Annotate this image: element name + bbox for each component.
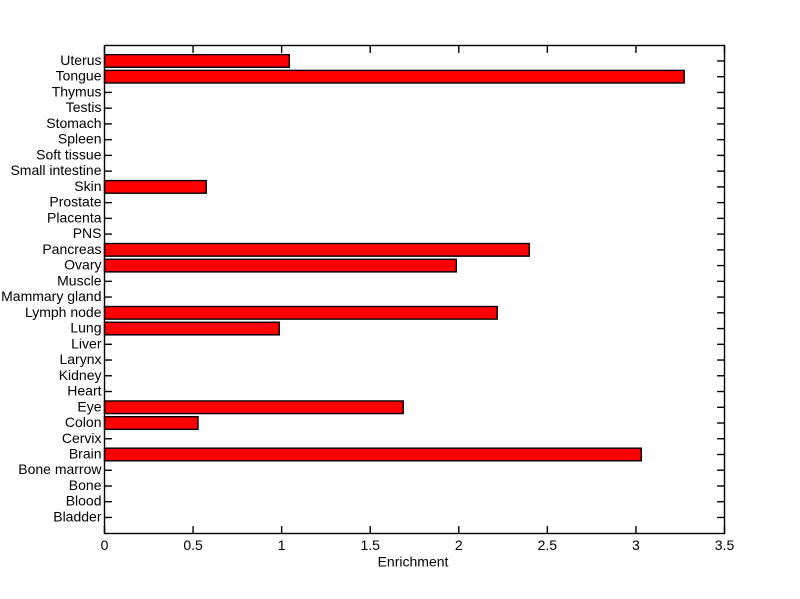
svg-text:Placenta: Placenta [47,209,102,225]
svg-text:1.5: 1.5 [360,537,380,553]
svg-text:Tongue: Tongue [56,68,102,84]
svg-text:Bone marrow: Bone marrow [18,461,102,477]
svg-text:Soft tissue: Soft tissue [36,146,102,162]
svg-text:2.5: 2.5 [538,537,558,553]
svg-text:Bone: Bone [69,477,102,493]
svg-text:Skin: Skin [74,178,101,194]
svg-text:Liver: Liver [71,335,102,351]
svg-text:Stomach: Stomach [46,115,101,131]
svg-text:Lung: Lung [70,320,101,336]
svg-text:0.5: 0.5 [183,537,203,553]
svg-text:Blood: Blood [66,493,102,509]
svg-text:Kidney: Kidney [59,367,102,383]
svg-text:Testis: Testis [66,99,102,115]
svg-text:Uterus: Uterus [60,52,101,68]
svg-text:Spleen: Spleen [58,131,102,147]
svg-text:Heart: Heart [67,383,101,399]
svg-text:Ovary: Ovary [64,257,101,273]
svg-text:Bladder: Bladder [53,508,102,524]
svg-text:Brain: Brain [69,445,102,461]
svg-text:Mammary gland: Mammary gland [1,288,101,304]
svg-text:Thymus: Thymus [52,83,102,99]
svg-text:3.5: 3.5 [715,537,735,553]
svg-text:Prostate: Prostate [49,194,101,210]
svg-text:Eye: Eye [77,398,101,414]
svg-text:Enrichment: Enrichment [378,554,449,570]
svg-text:0: 0 [101,537,109,553]
svg-text:1: 1 [278,537,286,553]
svg-text:Colon: Colon [65,414,102,430]
svg-text:Lymph node: Lymph node [25,304,102,320]
svg-text:2: 2 [455,537,463,553]
svg-text:Muscle: Muscle [57,272,102,288]
svg-text:3: 3 [632,537,640,553]
svg-text:Cervix: Cervix [62,430,102,446]
svg-text:Small intestine: Small intestine [10,162,101,178]
svg-text:Pancreas: Pancreas [42,241,101,257]
svg-text:PNS: PNS [73,225,102,241]
svg-text:Larynx: Larynx [59,351,101,367]
